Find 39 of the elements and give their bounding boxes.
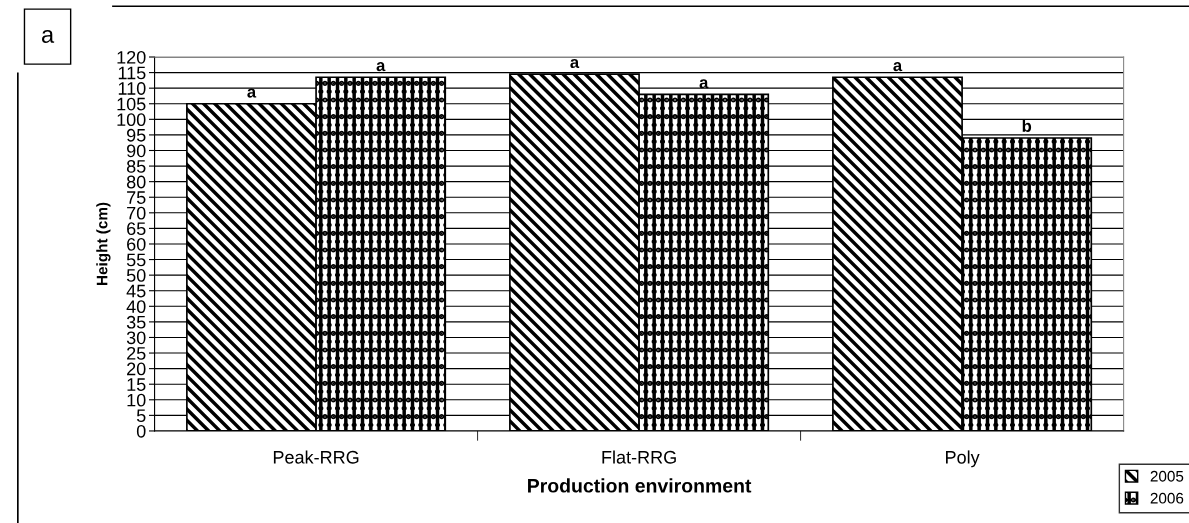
x-tick-label: Poly bbox=[946, 450, 980, 468]
data-label: a bbox=[893, 62, 903, 72]
y-tick-label: 120 bbox=[117, 50, 146, 64]
y-tick-label: 5 bbox=[136, 409, 146, 423]
y-tick-label: 85 bbox=[126, 160, 146, 173]
x-tick-label: Peak-RRG bbox=[273, 450, 359, 464]
y-tick-label: 35 bbox=[126, 315, 146, 329]
x-tick-label: Flat-RRG bbox=[602, 450, 676, 464]
y-tick-label: 30 bbox=[126, 331, 146, 345]
data-label: a bbox=[247, 88, 257, 98]
y-tick-label: 25 bbox=[127, 346, 146, 360]
data-label: a bbox=[570, 58, 580, 69]
y-tick-label: 10 bbox=[127, 393, 146, 407]
y-tick-label: 0 bbox=[136, 424, 146, 438]
data-label: a bbox=[699, 79, 709, 89]
y-tick-label: 45 bbox=[126, 284, 146, 298]
y-tick-label: 115 bbox=[118, 66, 146, 80]
y-tick-label: 75 bbox=[127, 191, 146, 204]
legend-label: 2005 bbox=[1150, 470, 1184, 482]
y-tick-label: 50 bbox=[126, 269, 146, 282]
y-tick-label: 55 bbox=[126, 253, 146, 267]
y-tick-label: 110 bbox=[118, 82, 146, 95]
y-tick-label: 20 bbox=[127, 362, 146, 376]
y-tick-label: 95 bbox=[127, 128, 146, 142]
y-tick-label: 60 bbox=[127, 237, 146, 251]
text: a bbox=[42, 30, 55, 43]
y-tick-label: 15 bbox=[127, 378, 146, 391]
y-axis-title: Height (cm) bbox=[96, 202, 111, 285]
y-tick-label: 65 bbox=[127, 222, 146, 236]
data-label: a bbox=[376, 62, 386, 72]
y-tick-label: 40 bbox=[126, 300, 146, 314]
y-tick-label: 90 bbox=[127, 144, 146, 158]
y-tick-label: 70 bbox=[127, 206, 146, 220]
y-tick-label: 100 bbox=[117, 113, 146, 127]
y-tick-label: 105 bbox=[117, 97, 146, 111]
legend-label: 2006 bbox=[1150, 492, 1184, 504]
data-label: b bbox=[1022, 119, 1032, 132]
x-axis-title: Production environment bbox=[528, 478, 752, 493]
y-tick-label: 80 bbox=[126, 175, 146, 189]
